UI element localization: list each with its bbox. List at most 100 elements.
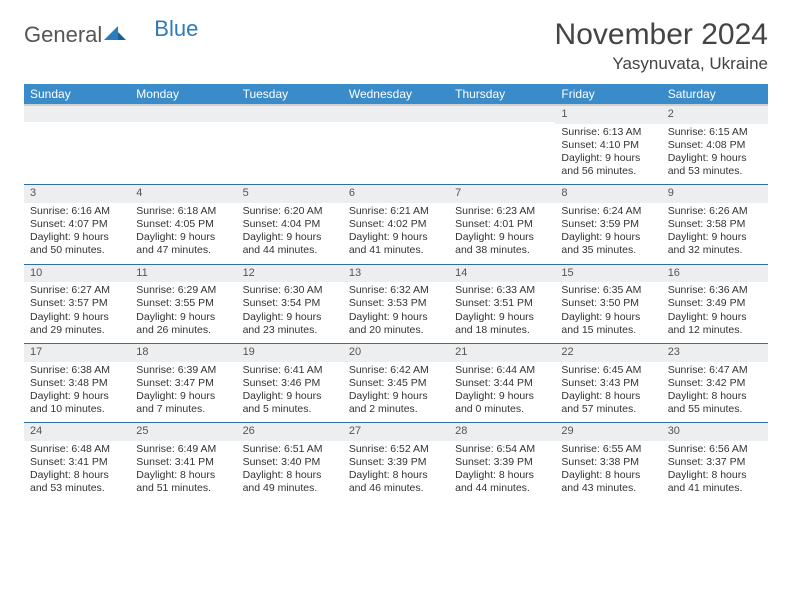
location-label: Yasynuvata, Ukraine (555, 54, 768, 74)
daylight-text: Daylight: 9 hours and 53 minutes. (668, 152, 762, 178)
calendar-cell: 20Sunrise: 6:42 AMSunset: 3:45 PMDayligh… (343, 343, 449, 422)
day-body: Sunrise: 6:41 AMSunset: 3:46 PMDaylight:… (237, 362, 343, 423)
weekday-header: Monday (130, 84, 236, 105)
calendar-table: Sunday Monday Tuesday Wednesday Thursday… (24, 84, 768, 501)
sunrise-text: Sunrise: 6:30 AM (243, 284, 337, 297)
calendar-row: 1Sunrise: 6:13 AMSunset: 4:10 PMDaylight… (24, 105, 768, 185)
sunrise-text: Sunrise: 6:41 AM (243, 364, 337, 377)
calendar-cell: 4Sunrise: 6:18 AMSunset: 4:05 PMDaylight… (130, 185, 236, 264)
sunrise-text: Sunrise: 6:29 AM (136, 284, 230, 297)
daylight-text: Daylight: 8 hours and 55 minutes. (668, 390, 762, 416)
day-number (237, 106, 343, 122)
calendar-cell: 14Sunrise: 6:33 AMSunset: 3:51 PMDayligh… (449, 264, 555, 343)
sunrise-text: Sunrise: 6:18 AM (136, 205, 230, 218)
day-number: 10 (24, 265, 130, 283)
calendar-cell: 18Sunrise: 6:39 AMSunset: 3:47 PMDayligh… (130, 343, 236, 422)
daylight-text: Daylight: 9 hours and 18 minutes. (455, 311, 549, 337)
sunset-text: Sunset: 3:39 PM (455, 456, 549, 469)
weekday-header: Sunday (24, 84, 130, 105)
day-number: 30 (662, 423, 768, 441)
calendar-cell: 19Sunrise: 6:41 AMSunset: 3:46 PMDayligh… (237, 343, 343, 422)
sunset-text: Sunset: 3:58 PM (668, 218, 762, 231)
sunrise-text: Sunrise: 6:27 AM (30, 284, 124, 297)
calendar-cell: 13Sunrise: 6:32 AMSunset: 3:53 PMDayligh… (343, 264, 449, 343)
day-number: 25 (130, 423, 236, 441)
calendar-cell: 17Sunrise: 6:38 AMSunset: 3:48 PMDayligh… (24, 343, 130, 422)
day-number: 9 (662, 185, 768, 203)
sunset-text: Sunset: 3:43 PM (561, 377, 655, 390)
calendar-row: 3Sunrise: 6:16 AMSunset: 4:07 PMDaylight… (24, 185, 768, 264)
sunrise-text: Sunrise: 6:47 AM (668, 364, 762, 377)
day-body: Sunrise: 6:44 AMSunset: 3:44 PMDaylight:… (449, 362, 555, 423)
calendar-cell: 2Sunrise: 6:15 AMSunset: 4:08 PMDaylight… (662, 105, 768, 185)
day-number: 27 (343, 423, 449, 441)
sunset-text: Sunset: 3:44 PM (455, 377, 549, 390)
daylight-text: Daylight: 9 hours and 29 minutes. (30, 311, 124, 337)
day-number (343, 106, 449, 122)
calendar-cell: 8Sunrise: 6:24 AMSunset: 3:59 PMDaylight… (555, 185, 661, 264)
sunrise-text: Sunrise: 6:33 AM (455, 284, 549, 297)
day-number (130, 106, 236, 122)
day-number: 1 (555, 106, 661, 124)
calendar-cell (343, 105, 449, 185)
sunrise-text: Sunrise: 6:24 AM (561, 205, 655, 218)
day-body: Sunrise: 6:29 AMSunset: 3:55 PMDaylight:… (130, 282, 236, 343)
sunset-text: Sunset: 4:10 PM (561, 139, 655, 152)
sunset-text: Sunset: 3:48 PM (30, 377, 124, 390)
daylight-text: Daylight: 8 hours and 46 minutes. (349, 469, 443, 495)
daylight-text: Daylight: 9 hours and 41 minutes. (349, 231, 443, 257)
day-body: Sunrise: 6:36 AMSunset: 3:49 PMDaylight:… (662, 282, 768, 343)
weekday-header: Wednesday (343, 84, 449, 105)
day-number: 21 (449, 344, 555, 362)
daylight-text: Daylight: 8 hours and 43 minutes. (561, 469, 655, 495)
day-body: Sunrise: 6:48 AMSunset: 3:41 PMDaylight:… (24, 441, 130, 502)
sunset-text: Sunset: 4:04 PM (243, 218, 337, 231)
day-number: 19 (237, 344, 343, 362)
sunset-text: Sunset: 3:47 PM (136, 377, 230, 390)
sunrise-text: Sunrise: 6:44 AM (455, 364, 549, 377)
calendar-cell: 11Sunrise: 6:29 AMSunset: 3:55 PMDayligh… (130, 264, 236, 343)
day-body (130, 122, 236, 180)
daylight-text: Daylight: 9 hours and 35 minutes. (561, 231, 655, 257)
sunset-text: Sunset: 3:59 PM (561, 218, 655, 231)
weekday-header: Thursday (449, 84, 555, 105)
sunset-text: Sunset: 3:51 PM (455, 297, 549, 310)
day-body: Sunrise: 6:18 AMSunset: 4:05 PMDaylight:… (130, 203, 236, 264)
daylight-text: Daylight: 8 hours and 44 minutes. (455, 469, 549, 495)
page-title: November 2024 (555, 18, 768, 52)
day-body: Sunrise: 6:56 AMSunset: 3:37 PMDaylight:… (662, 441, 768, 502)
day-number: 4 (130, 185, 236, 203)
calendar-cell: 5Sunrise: 6:20 AMSunset: 4:04 PMDaylight… (237, 185, 343, 264)
calendar-row: 10Sunrise: 6:27 AMSunset: 3:57 PMDayligh… (24, 264, 768, 343)
daylight-text: Daylight: 9 hours and 10 minutes. (30, 390, 124, 416)
daylight-text: Daylight: 8 hours and 57 minutes. (561, 390, 655, 416)
calendar-cell: 10Sunrise: 6:27 AMSunset: 3:57 PMDayligh… (24, 264, 130, 343)
day-number: 26 (237, 423, 343, 441)
sunrise-text: Sunrise: 6:49 AM (136, 443, 230, 456)
calendar-row: 17Sunrise: 6:38 AMSunset: 3:48 PMDayligh… (24, 343, 768, 422)
daylight-text: Daylight: 9 hours and 50 minutes. (30, 231, 124, 257)
sunset-text: Sunset: 3:50 PM (561, 297, 655, 310)
day-number: 2 (662, 106, 768, 124)
sunset-text: Sunset: 3:40 PM (243, 456, 337, 469)
sunset-text: Sunset: 3:55 PM (136, 297, 230, 310)
day-body: Sunrise: 6:24 AMSunset: 3:59 PMDaylight:… (555, 203, 661, 264)
sunrise-text: Sunrise: 6:26 AM (668, 205, 762, 218)
day-number: 23 (662, 344, 768, 362)
daylight-text: Daylight: 9 hours and 2 minutes. (349, 390, 443, 416)
logo-text-1: General (24, 22, 102, 48)
header: General Blue November 2024 Yasynuvata, U… (24, 18, 768, 74)
calendar-cell: 25Sunrise: 6:49 AMSunset: 3:41 PMDayligh… (130, 423, 236, 502)
day-number: 16 (662, 265, 768, 283)
sunrise-text: Sunrise: 6:52 AM (349, 443, 443, 456)
sunrise-text: Sunrise: 6:45 AM (561, 364, 655, 377)
calendar-cell: 30Sunrise: 6:56 AMSunset: 3:37 PMDayligh… (662, 423, 768, 502)
sunrise-text: Sunrise: 6:20 AM (243, 205, 337, 218)
calendar-cell (130, 105, 236, 185)
calendar-cell (449, 105, 555, 185)
calendar-cell: 16Sunrise: 6:36 AMSunset: 3:49 PMDayligh… (662, 264, 768, 343)
day-body: Sunrise: 6:38 AMSunset: 3:48 PMDaylight:… (24, 362, 130, 423)
daylight-text: Daylight: 9 hours and 47 minutes. (136, 231, 230, 257)
sunset-text: Sunset: 3:42 PM (668, 377, 762, 390)
logo: General Blue (24, 18, 198, 48)
